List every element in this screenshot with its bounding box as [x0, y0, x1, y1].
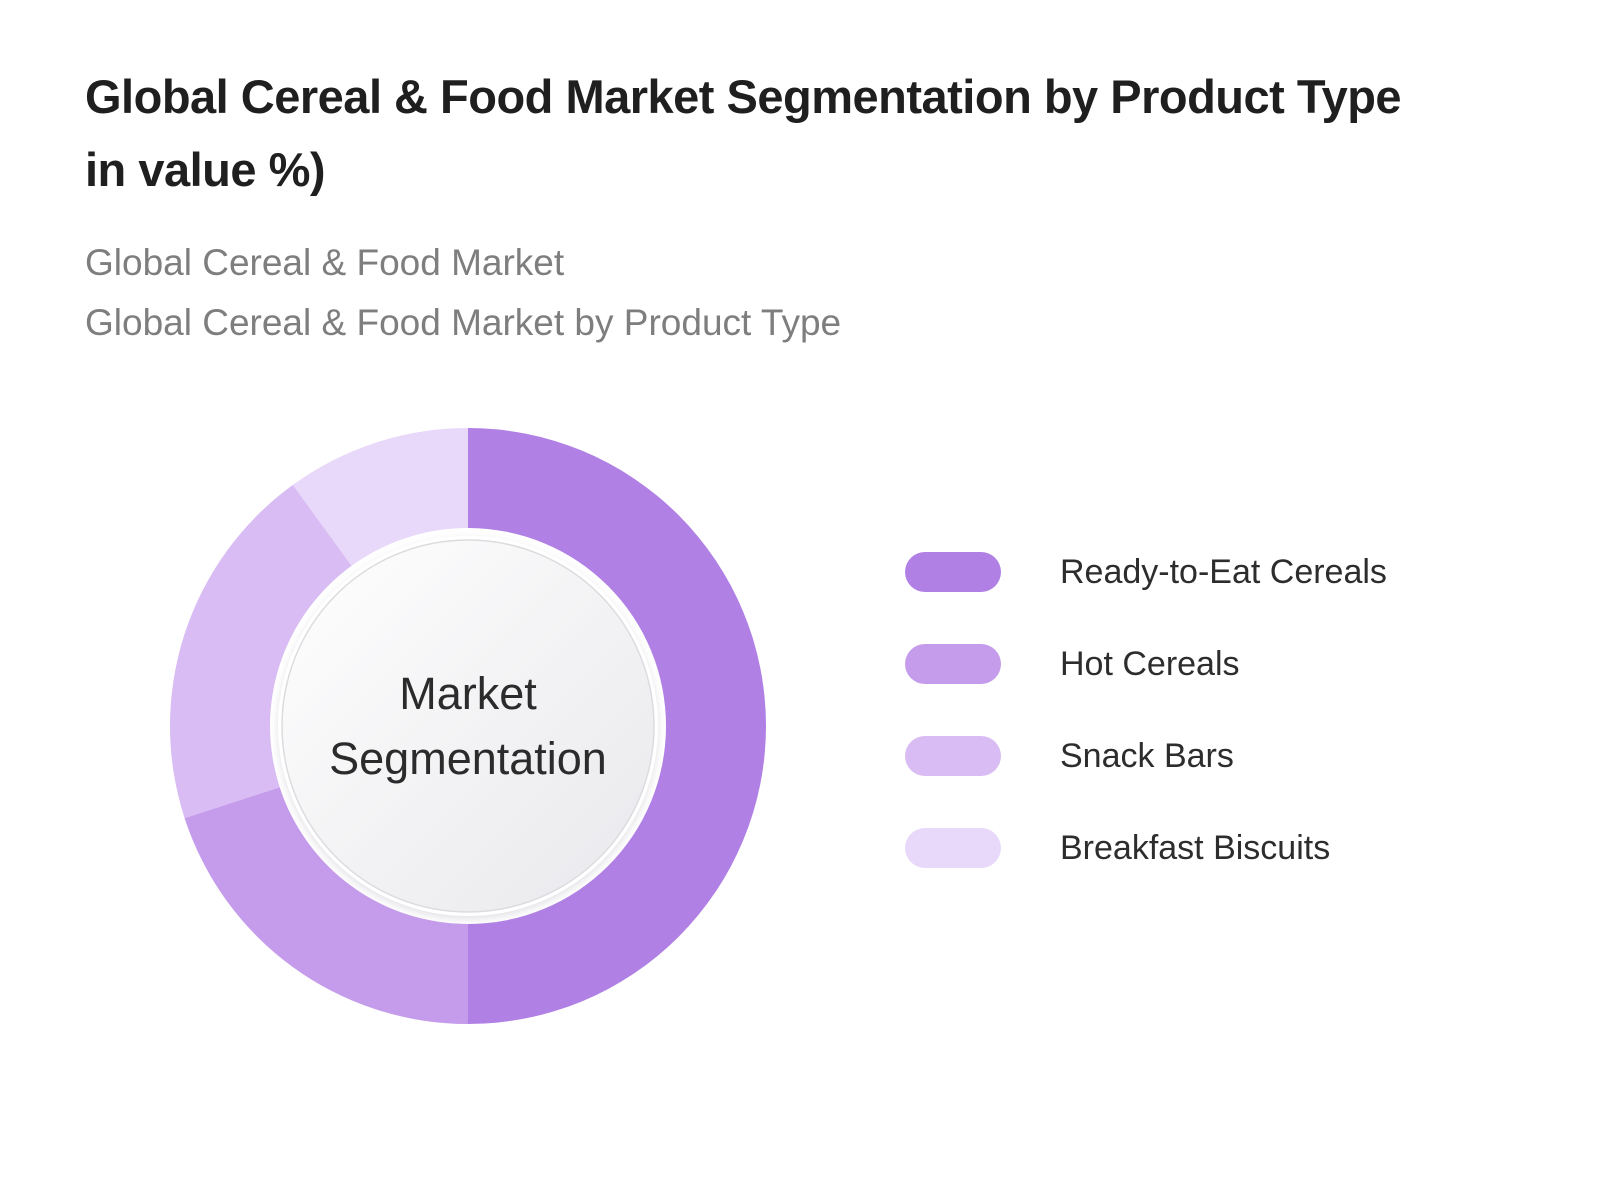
donut-slice-hot-cereals	[184, 787, 468, 1024]
donut-chart: Market Segmentation	[170, 428, 766, 1024]
donut-slices	[170, 428, 766, 1024]
legend-swatch-breakfast-biscuits	[905, 828, 1001, 868]
legend-swatch-snack-bars	[905, 736, 1001, 776]
legend-label-breakfast-biscuits: Breakfast Biscuits	[1060, 829, 1331, 867]
donut-slice-snack-bars	[170, 484, 352, 819]
page-title-line-1: Global Cereal & Food Market Segmentation…	[85, 70, 1402, 123]
page-title: Global Cereal & Food Market Segmentation…	[85, 60, 1565, 206]
donut-slice-ready-to-eat-cereals	[468, 428, 766, 1024]
page-title-line-2: in value %)	[85, 143, 326, 196]
subtitle-market: Global Cereal & Food Market	[85, 242, 565, 283]
legend-swatch-ready-to-eat-cereals	[905, 552, 1001, 592]
center-label-line-1: Market	[399, 668, 537, 719]
donut-chart-svg	[170, 428, 766, 1024]
donut-inner-disc	[281, 539, 655, 913]
legend-label-hot-cereals: Hot Cereals	[1060, 645, 1240, 683]
legend-item-snack-bars: Snack Bars	[905, 736, 1387, 776]
legend-swatch-hot-cereals	[905, 644, 1001, 684]
chart-legend: Ready-to-Eat Cereals Hot Cereals Snack B…	[905, 552, 1387, 920]
legend-item-ready-to-eat-cereals: Ready-to-Eat Cereals	[905, 552, 1387, 592]
legend-label-ready-to-eat-cereals: Ready-to-Eat Cereals	[1060, 553, 1387, 591]
donut-center-label: Market Segmentation	[268, 656, 668, 796]
center-label-line-2: Segmentation	[329, 733, 607, 784]
legend-item-breakfast-biscuits: Breakfast Biscuits	[905, 828, 1387, 868]
subtitle-market-by-product-type: Global Cereal & Food Market by Product T…	[85, 302, 842, 343]
legend-item-hot-cereals: Hot Cereals	[905, 644, 1387, 684]
legend-label-snack-bars: Snack Bars	[1060, 737, 1234, 775]
donut-slice-breakfast-biscuits	[292, 428, 468, 566]
